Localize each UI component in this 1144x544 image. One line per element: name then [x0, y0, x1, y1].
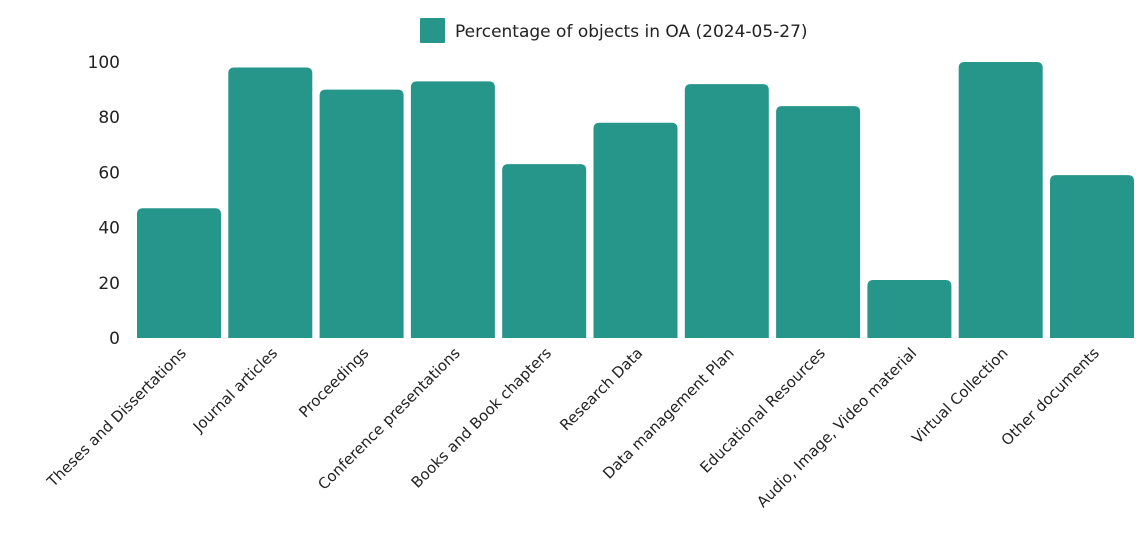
- y-tick-label: 20: [98, 274, 120, 294]
- y-tick-label: 40: [98, 219, 120, 239]
- y-tick-label: 100: [88, 53, 120, 73]
- legend-swatch: [420, 18, 445, 43]
- x-axis: Theses and Dissertations Journal articles…: [43, 344, 1103, 511]
- bar-7[interactable]: [776, 106, 861, 338]
- y-tick-label: 0: [109, 329, 120, 349]
- bar-4[interactable]: [502, 164, 587, 338]
- y-tick-label: 60: [98, 163, 120, 183]
- bar-9[interactable]: [958, 62, 1043, 338]
- x-category-label: Audio, Image, Video material: [753, 344, 920, 511]
- bar-8[interactable]: [867, 280, 952, 338]
- bars: [137, 62, 1134, 339]
- y-tick-label: 80: [98, 108, 120, 128]
- bar-3[interactable]: [410, 81, 495, 338]
- bar-2[interactable]: [319, 89, 404, 338]
- x-category-label: Proceedings: [295, 344, 372, 421]
- x-category-label: Theses and Dissertations: [43, 344, 190, 491]
- bar-10[interactable]: [1050, 175, 1134, 338]
- x-category-label: Other documents: [998, 344, 1103, 449]
- y-axis: 0 20 40 60 80 100: [88, 53, 120, 349]
- x-category-label: Journal articles: [189, 344, 281, 436]
- legend-label: Percentage of objects in OA (2024-05-27): [455, 22, 808, 42]
- x-category-label: Research Data: [556, 344, 646, 434]
- legend: Percentage of objects in OA (2024-05-27): [420, 18, 808, 43]
- bar-5[interactable]: [593, 122, 678, 338]
- bar-1[interactable]: [228, 67, 313, 339]
- bar-0[interactable]: [137, 208, 221, 338]
- x-category-label: Virtual Collection: [908, 344, 1011, 447]
- bar-6[interactable]: [684, 84, 769, 338]
